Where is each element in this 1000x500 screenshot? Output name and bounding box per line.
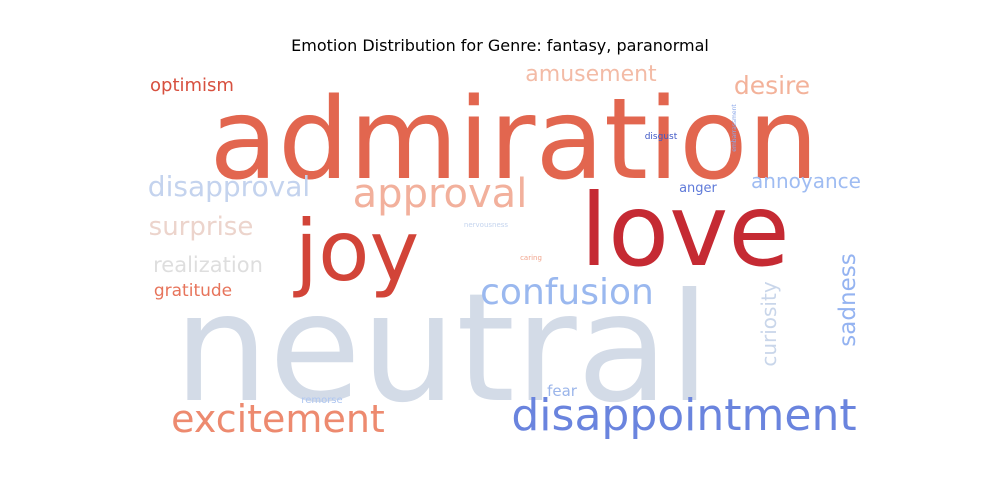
word-excitement: excitement bbox=[171, 397, 385, 441]
word-fear: fear bbox=[547, 382, 578, 400]
word-love: love bbox=[580, 172, 790, 289]
word-admiration: admiration bbox=[209, 75, 818, 205]
word-nervousness: nervousness bbox=[464, 221, 509, 229]
word-desire: desire bbox=[734, 71, 810, 100]
word-anger: anger bbox=[679, 181, 717, 196]
word-sadness: sadness bbox=[835, 253, 861, 346]
word-surprise: surprise bbox=[149, 212, 254, 242]
word-confusion: confusion bbox=[480, 272, 654, 313]
word-realization: realization bbox=[153, 253, 263, 277]
word-embarrassment: embarrassment bbox=[731, 104, 738, 152]
word-joy: joy bbox=[293, 202, 419, 300]
word-amusement: amusement bbox=[525, 62, 657, 87]
word-annoyance: annoyance bbox=[751, 169, 861, 193]
word-disgust: disgust bbox=[645, 132, 678, 142]
word-remorse: remorse bbox=[301, 395, 342, 406]
chart-title: Emotion Distribution for Genre: fantasy,… bbox=[291, 36, 709, 55]
word-curiosity: curiosity bbox=[757, 281, 781, 367]
word-gratitude: gratitude bbox=[154, 281, 232, 301]
word-disapproval: disapproval bbox=[148, 170, 310, 203]
word-disappointment: disappointment bbox=[511, 390, 856, 441]
word-neutral: neutral bbox=[174, 262, 711, 436]
word-approval: approval bbox=[353, 171, 528, 217]
word-optimism: optimism bbox=[150, 75, 234, 96]
word-caring: caring bbox=[520, 254, 542, 262]
